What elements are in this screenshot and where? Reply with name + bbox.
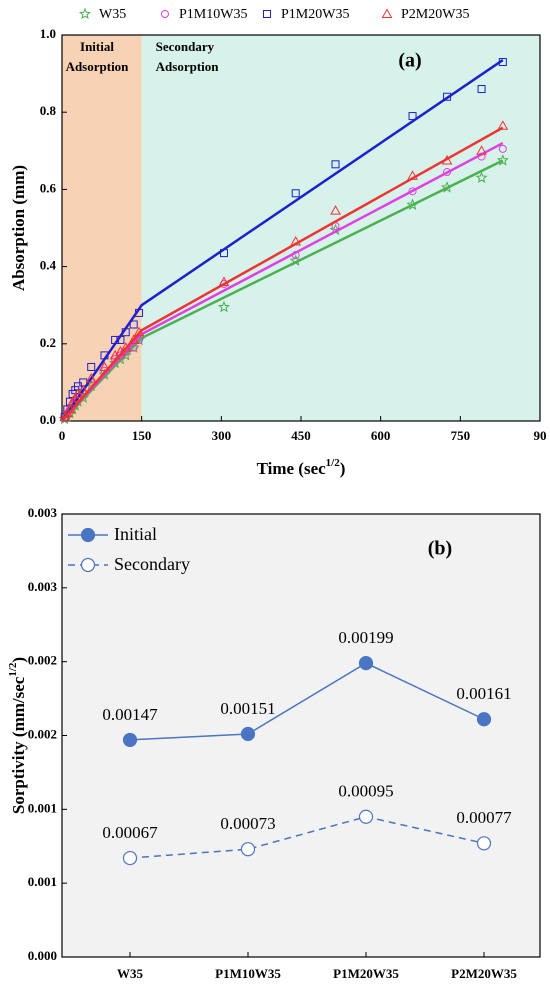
marker bbox=[128, 334, 140, 344]
point bbox=[122, 732, 138, 748]
legend-label: P2M20W35 bbox=[401, 7, 469, 22]
marker bbox=[330, 205, 341, 215]
x-tick-label: P1M20W35 bbox=[333, 966, 399, 981]
x-tick-label: 450 bbox=[291, 428, 311, 443]
point bbox=[476, 836, 492, 851]
y-tick-label: 0.003 bbox=[28, 579, 58, 594]
value-label: 0.00151 bbox=[220, 699, 275, 718]
value-label: 0.00067 bbox=[102, 823, 158, 842]
panel-label: (b) bbox=[428, 538, 452, 560]
legend-label: W35 bbox=[99, 7, 126, 22]
x-tick-label: P2M20W35 bbox=[451, 966, 517, 981]
axis-label: Absorption (mm) bbox=[9, 165, 28, 291]
x-tick-label: 90 bbox=[534, 428, 547, 443]
marker bbox=[331, 160, 340, 169]
legend-marker bbox=[263, 10, 271, 18]
legend-marker bbox=[80, 527, 96, 543]
legend-marker bbox=[381, 8, 393, 18]
axis-label: Time (sec1/2) bbox=[257, 457, 346, 478]
value-label: 0.00199 bbox=[338, 628, 393, 647]
marker bbox=[85, 373, 97, 383]
y-tick-label: 0.002 bbox=[28, 653, 57, 668]
y-tick-label: 0.001 bbox=[28, 874, 57, 889]
legend-label: Secondary bbox=[114, 554, 190, 574]
value-label: 0.00073 bbox=[220, 814, 275, 833]
y-tick-label: 0.4 bbox=[40, 258, 57, 273]
marker bbox=[496, 154, 509, 166]
marker bbox=[217, 300, 231, 313]
axis-label-text: Time (sec bbox=[257, 459, 327, 478]
axis-label-sup: 1/2 bbox=[7, 662, 19, 677]
y-tick-label: 0.003 bbox=[28, 505, 58, 520]
point bbox=[122, 850, 138, 866]
region-label: Adsorption bbox=[156, 59, 220, 74]
axis-label: Sorptivity (mm/sec1/2) bbox=[7, 657, 28, 814]
y-tick-label: 0.6 bbox=[40, 180, 57, 195]
axis-label-text: ) bbox=[340, 459, 346, 478]
x-tick-label: P1M10W35 bbox=[215, 966, 281, 981]
marker bbox=[99, 361, 110, 371]
value-label: 0.00147 bbox=[102, 705, 158, 724]
point bbox=[358, 656, 374, 671]
x-tick-label: 150 bbox=[132, 428, 152, 443]
marker bbox=[477, 85, 486, 94]
marker bbox=[476, 145, 487, 155]
y-tick-label: 1.0 bbox=[40, 26, 56, 41]
value-label: 0.00095 bbox=[338, 782, 393, 801]
x-tick-label: 300 bbox=[212, 428, 232, 443]
point bbox=[240, 726, 256, 742]
legend-marker bbox=[161, 10, 169, 18]
legend-label: P1M10W35 bbox=[179, 7, 247, 22]
legend-marker bbox=[80, 557, 96, 573]
point bbox=[476, 712, 492, 727]
marker bbox=[497, 120, 509, 130]
axis-label-sup: 1/2 bbox=[326, 457, 341, 469]
marker bbox=[129, 320, 138, 329]
legend-label: Initial bbox=[114, 524, 157, 544]
series-line bbox=[129, 662, 485, 741]
y-tick-label: 0.0 bbox=[40, 412, 56, 427]
marker bbox=[291, 189, 300, 198]
plot-bg bbox=[61, 513, 541, 958]
y-tick-label: 0.2 bbox=[40, 335, 56, 350]
y-tick-label: 0.002 bbox=[28, 726, 57, 741]
legend-marker bbox=[78, 7, 92, 20]
axis-label-text: ) bbox=[9, 657, 28, 663]
marker bbox=[498, 144, 507, 153]
region-label: Adsorption bbox=[66, 59, 130, 74]
axis-label-text: Sorptivity (mm/sec bbox=[9, 676, 28, 814]
fit-line bbox=[61, 126, 504, 422]
region-label: Secondary bbox=[156, 39, 215, 54]
marker bbox=[475, 171, 488, 183]
legend-label: P1M20W35 bbox=[281, 7, 349, 22]
point bbox=[358, 809, 374, 824]
x-tick-label: W35 bbox=[117, 966, 144, 981]
y-tick-label: 0.001 bbox=[28, 800, 57, 815]
region-label: Initial bbox=[80, 39, 114, 54]
marker bbox=[408, 112, 417, 121]
value-label: 0.00161 bbox=[456, 684, 511, 703]
point bbox=[240, 842, 256, 857]
marker bbox=[87, 362, 96, 371]
x-tick-label: 750 bbox=[451, 428, 471, 443]
series-line bbox=[129, 815, 485, 859]
panel-label: (a) bbox=[398, 50, 421, 72]
x-tick-label: 0 bbox=[59, 428, 66, 443]
value-label: 0.00077 bbox=[456, 808, 512, 827]
y-tick-label: 0.8 bbox=[40, 103, 57, 118]
y-tick-label: 0.000 bbox=[28, 948, 57, 963]
marker bbox=[77, 384, 89, 395]
x-tick-label: 600 bbox=[371, 428, 391, 443]
